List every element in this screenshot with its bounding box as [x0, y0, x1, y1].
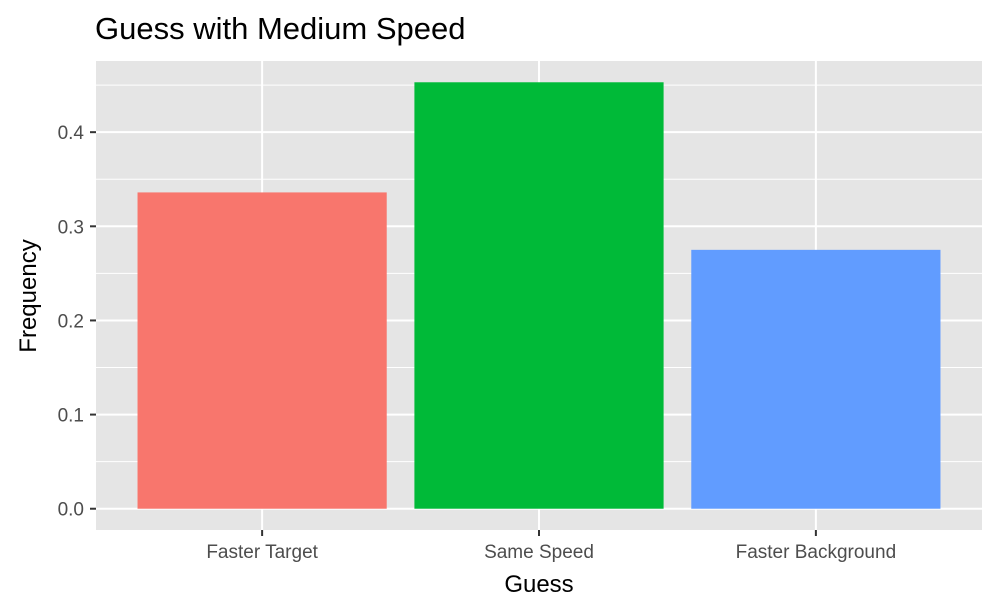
y-axis-title: Frequency: [15, 239, 42, 352]
y-tick-label: 0.1: [58, 406, 84, 427]
x-axis: Faster Target Same Speed Faster Background: [206, 530, 896, 563]
y-tick-label: 0.0: [58, 500, 84, 521]
y-tick-label: 0.3: [58, 217, 84, 238]
chart-title: Guess with Medium Speed: [95, 11, 465, 46]
y-axis: 0.0 0.1 0.2 0.3 0.4: [58, 123, 96, 521]
y-tick-label: 0.2: [58, 311, 84, 332]
x-tick-label: Same Speed: [484, 542, 594, 563]
x-tick-label: Faster Target: [206, 542, 318, 563]
bars: [137, 82, 941, 509]
bar-faster-background: [691, 249, 941, 509]
x-axis-title: Guess: [504, 571, 573, 598]
x-tick-label: Faster Background: [736, 542, 897, 563]
bar-faster-target: [137, 192, 387, 509]
bar-same-speed: [414, 82, 664, 509]
y-tick-label: 0.4: [58, 123, 85, 144]
